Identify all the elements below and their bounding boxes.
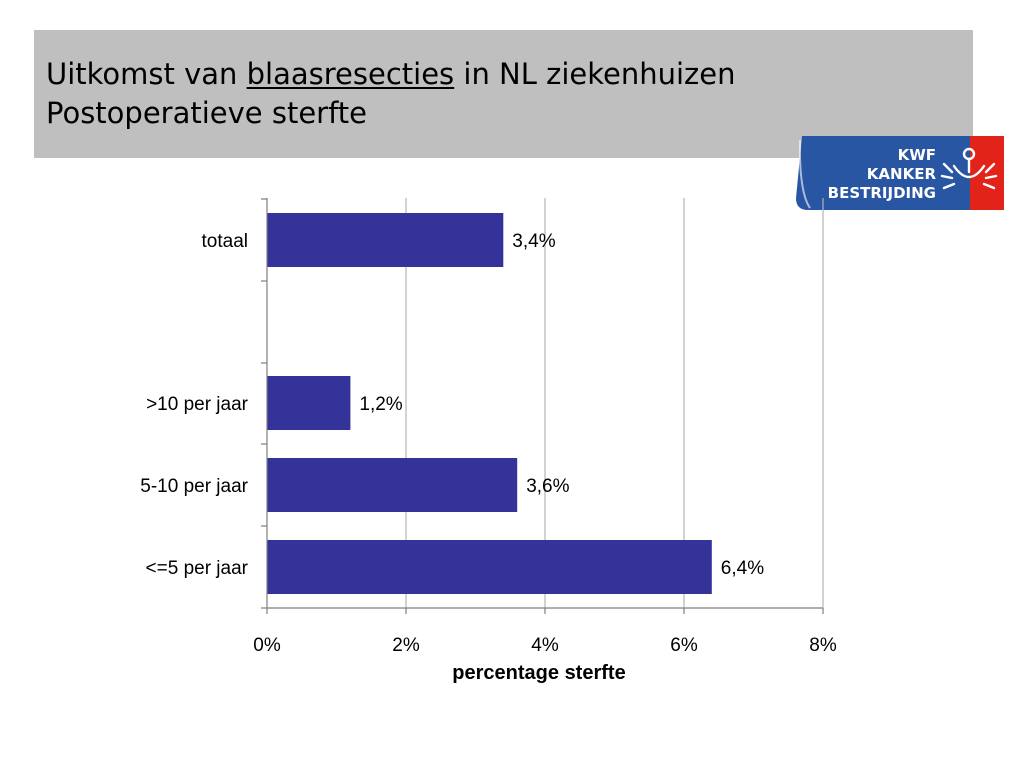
bar bbox=[267, 540, 712, 594]
x-tick-label: 0% bbox=[253, 635, 281, 656]
x-tick-label: 8% bbox=[809, 635, 837, 656]
bar bbox=[267, 376, 351, 430]
x-tick-label: 6% bbox=[670, 635, 698, 656]
bar bbox=[267, 213, 504, 267]
kwf-logo: KWF KANKER BESTRIJDING bbox=[796, 136, 1004, 210]
bars bbox=[267, 213, 712, 594]
logo-text-kwf: KWF bbox=[898, 146, 936, 164]
grid-lines bbox=[405, 198, 824, 608]
logo-text-bestrijding: BESTRIJDING bbox=[828, 184, 936, 202]
crab-icon bbox=[940, 147, 998, 190]
data-label: 3,6% bbox=[526, 476, 569, 497]
category-label: 5-10 per jaar bbox=[140, 476, 248, 497]
x-tick-label: 4% bbox=[531, 635, 559, 656]
axes bbox=[261, 198, 824, 614]
labels: 3,4% totaal 1,2% >10 per jaar 3,6% 5-10 per j… bbox=[140, 231, 837, 656]
title-underlined-word: blaasresecties bbox=[246, 57, 455, 91]
bar bbox=[267, 458, 518, 512]
category-label: >10 per jaar bbox=[146, 394, 249, 415]
slide-title: Uitkomst van blaasresecties in NL zieken… bbox=[46, 57, 736, 91]
x-tick-label: 2% bbox=[392, 635, 420, 656]
slide-subtitle: Postoperatieve sterfte bbox=[46, 96, 368, 130]
category-label: <=5 per jaar bbox=[146, 558, 249, 579]
data-label: 1,2% bbox=[359, 394, 402, 415]
x-axis-title: percentage sterfte bbox=[452, 662, 625, 684]
data-label: 3,4% bbox=[512, 231, 555, 252]
data-label: 6,4% bbox=[721, 558, 764, 579]
logo-text-kanker: KANKER bbox=[867, 165, 937, 183]
category-label: totaal bbox=[202, 231, 248, 252]
title-band: Uitkomst van blaasresecties in NL zieken… bbox=[34, 30, 973, 158]
